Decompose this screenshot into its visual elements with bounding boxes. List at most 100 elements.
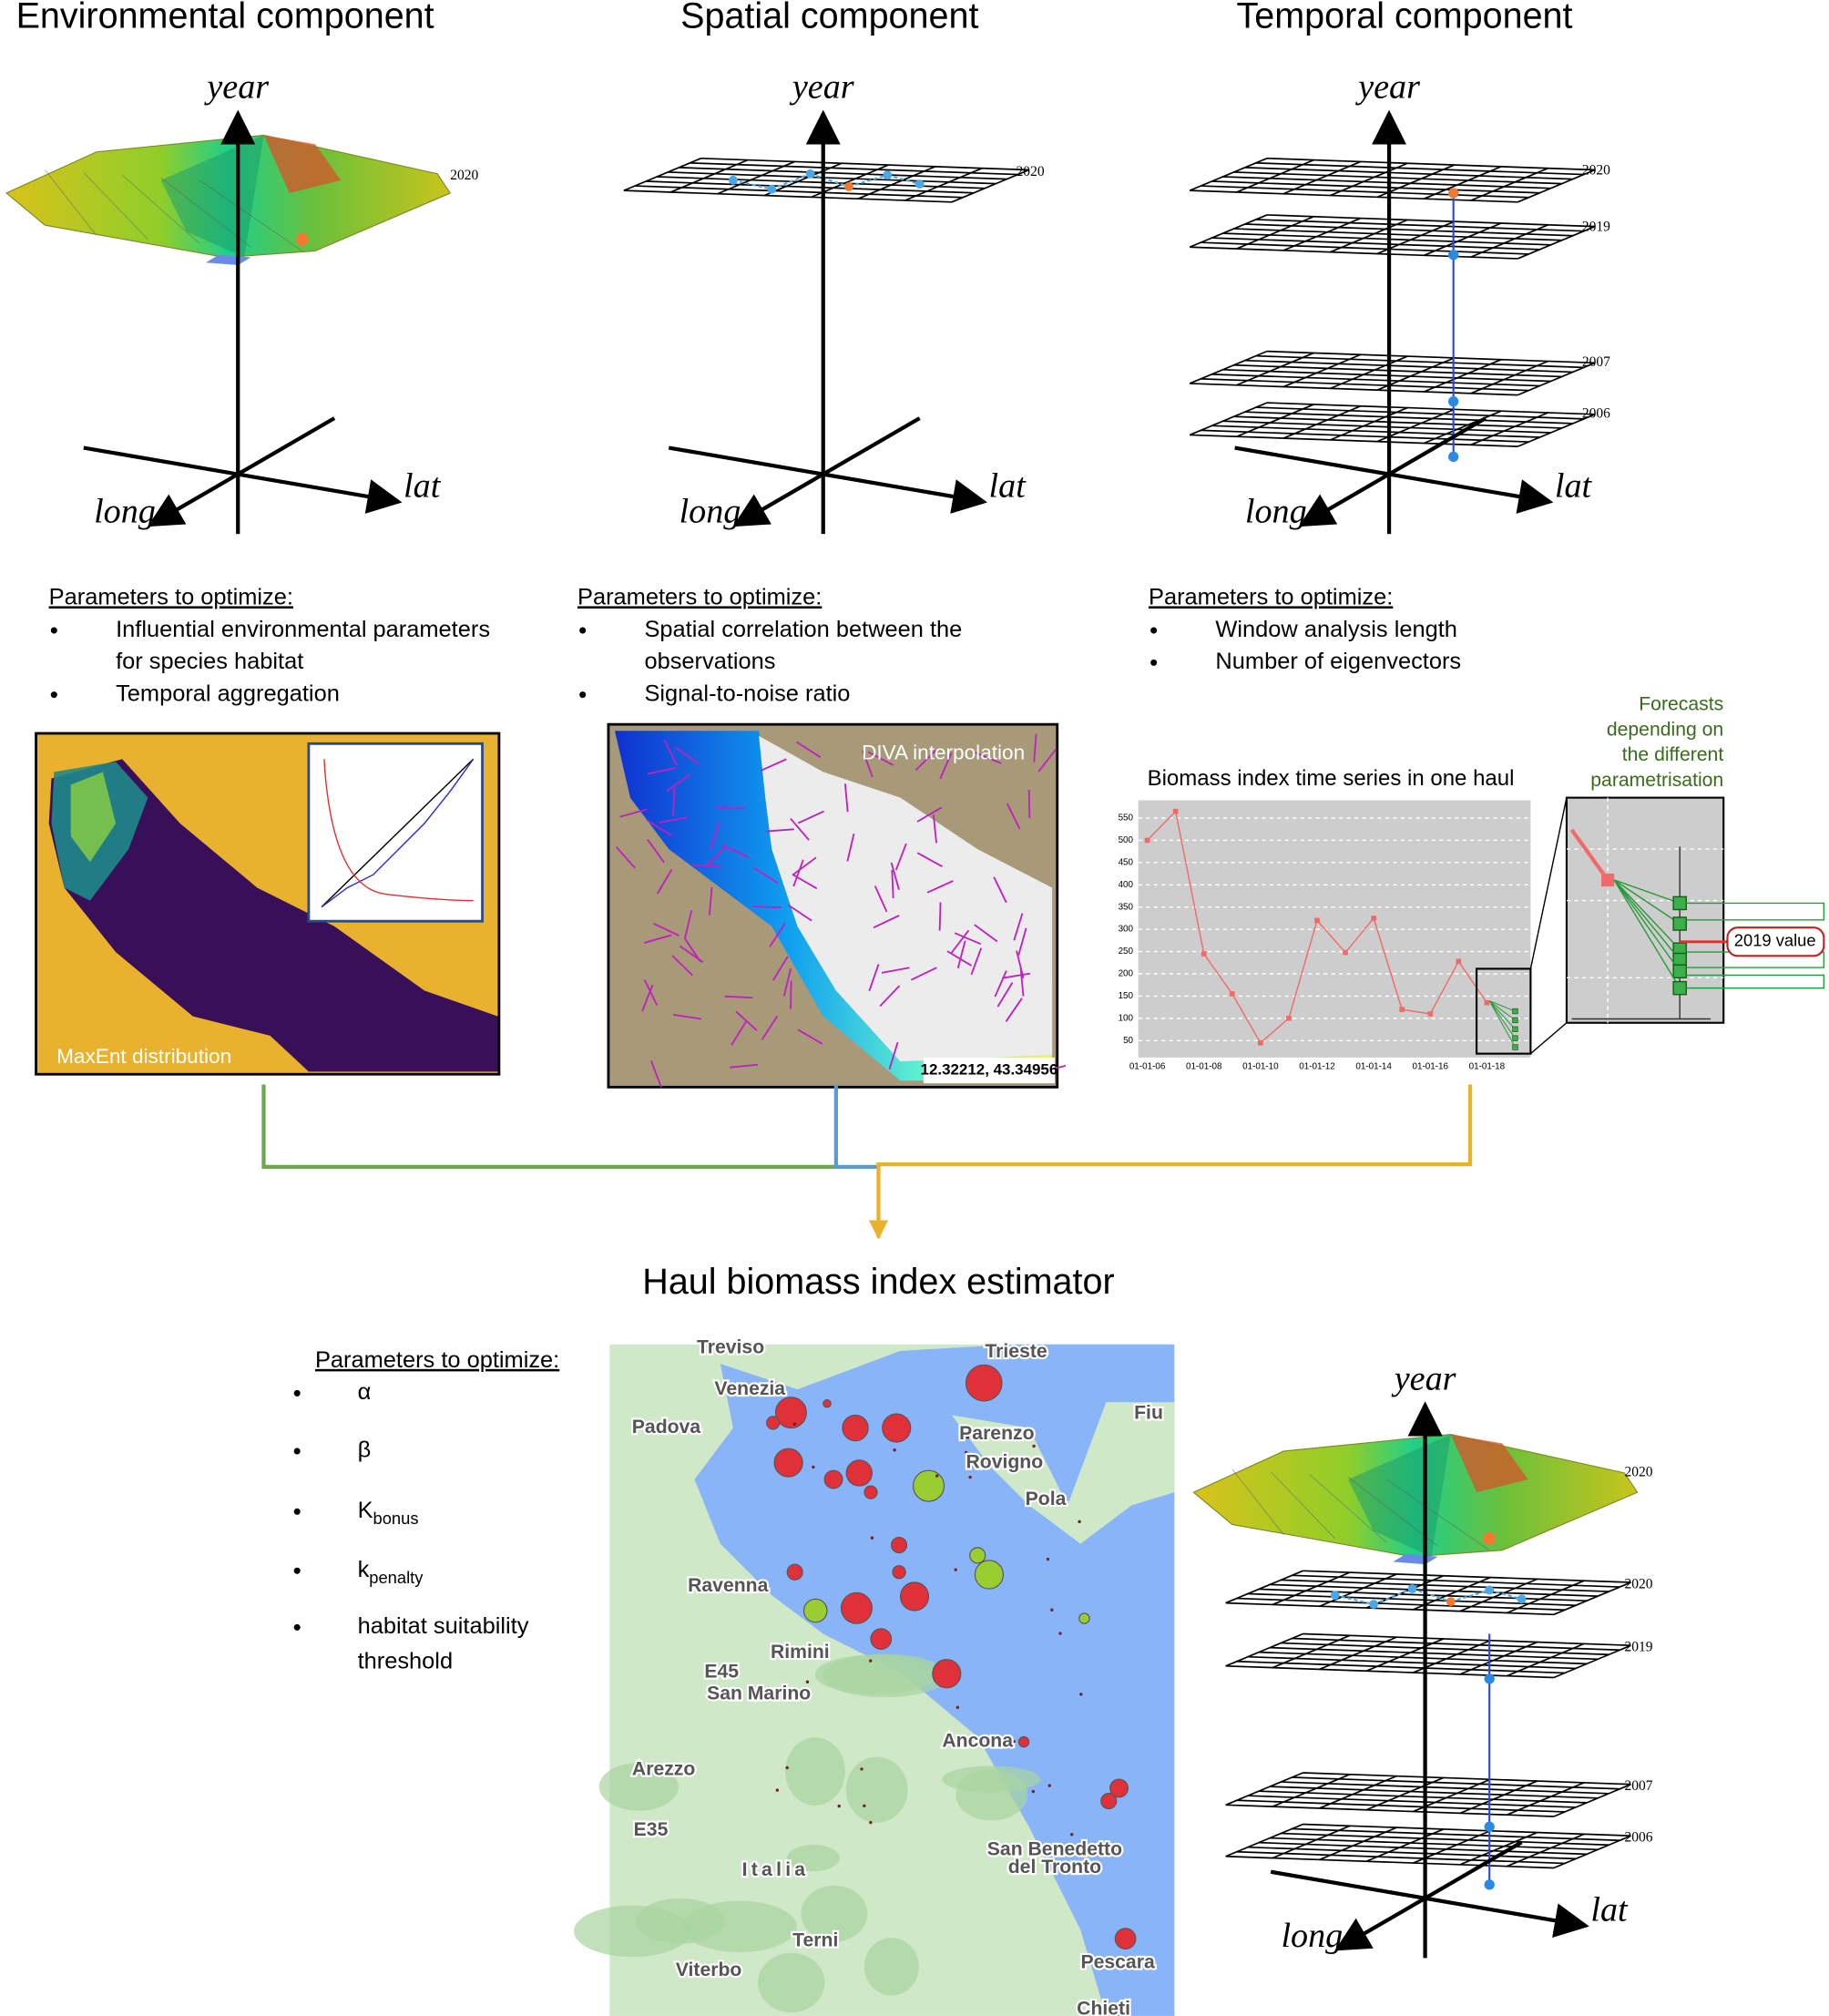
point [883,170,893,180]
grid-line [1319,1827,1397,1861]
forecast [1512,1008,1518,1015]
dot [893,1448,896,1452]
grid-line [1517,169,1596,203]
vector [787,904,812,922]
surface-line [1386,1479,1490,1550]
point [728,175,738,185]
vector [643,979,659,1006]
bubble [891,1537,908,1554]
bubble [965,1364,1003,1402]
bubble [1074,1862,1087,1874]
axis-label: long [94,493,156,531]
value-box [1726,926,1825,957]
point [1286,1016,1292,1021]
axis-label: year [1354,68,1420,107]
forecast [1488,1000,1516,1030]
dot [792,1422,797,1426]
bubble [1100,1793,1118,1810]
grid-line [1225,1664,1554,1679]
grid-line [1190,434,1518,447]
grid-line [1236,1597,1565,1612]
vector [914,750,937,772]
map-label: Terni [792,1930,838,1951]
map-label: del Tronto [1008,1857,1101,1878]
grid-line [1247,1846,1577,1860]
dot [964,1450,968,1455]
component-title: Spatial component [680,0,978,36]
vector [792,856,817,875]
vector [846,834,855,862]
grid-line [1233,363,1562,378]
grid-line [1281,1579,1609,1592]
x-tick-label: 01-01-18 [1469,1061,1506,1071]
point [1601,873,1615,887]
grid-line [1266,350,1596,364]
coords: 12.32212, 43.34956 [921,1060,1058,1078]
point [295,232,309,246]
bubble [870,1628,893,1650]
grid-line [1319,1775,1397,1809]
vector [666,773,691,793]
grid-line [1281,1781,1609,1795]
grid-line [1201,429,1529,443]
grid-line [1365,1638,1445,1673]
grid-line [1553,1581,1631,1616]
grid-line [1303,1570,1631,1583]
grid-line [1222,232,1551,246]
forecast [1488,1000,1516,1048]
forecast [1672,980,1687,996]
link [848,174,888,188]
vector [673,1013,702,1020]
grid-line [1247,1592,1577,1607]
parameter: Spatial correlation between the [644,617,962,642]
grid-line [1255,354,1584,369]
dot [837,1804,841,1808]
grid-line [1211,425,1540,438]
dot [1047,1784,1051,1787]
bubble [774,1397,807,1429]
dot [1032,1444,1036,1448]
point [1484,999,1490,1006]
grid-line [1303,1632,1631,1647]
grid-line [1236,404,1314,438]
grid-line [1270,1837,1599,1851]
terrain [955,1769,1028,1821]
bullet [50,691,57,699]
grid-line [1507,1782,1585,1816]
grid-line [1330,406,1408,441]
vector [879,985,901,1008]
axis-label: lat [1555,466,1593,505]
bullet [579,627,587,634]
bubble [969,1547,986,1564]
forecast [1512,1017,1518,1024]
vector [656,868,673,895]
grid-line [1236,159,1314,193]
forecast [1613,879,1681,988]
bullet [1150,659,1158,666]
vector [797,1028,823,1045]
panel-label: DIVA interpolation [862,742,1025,764]
map-label: Italia [742,1859,810,1880]
grid-line [1236,352,1314,386]
map-label: Parenzo [959,1423,1034,1444]
grid-line [1201,378,1529,392]
grid-line [1282,160,1362,195]
y-tick-label: 100 [1119,1013,1134,1023]
grid-line [1272,1774,1351,1807]
grid-line [1517,225,1596,260]
point [1484,1673,1495,1684]
vector [1006,803,1021,830]
vector [671,955,693,977]
grid-line [1266,214,1596,228]
grid-line [1282,404,1362,439]
grid-line [1303,1823,1631,1837]
point [1446,1597,1456,1607]
grid-line [1236,1799,1565,1813]
forecast [1613,879,1681,950]
bubble [974,1560,1004,1590]
grid-line [1365,1776,1445,1811]
bullet [293,1389,301,1397]
vector [729,1063,759,1069]
maxent-coast [70,772,117,863]
link [771,172,812,190]
